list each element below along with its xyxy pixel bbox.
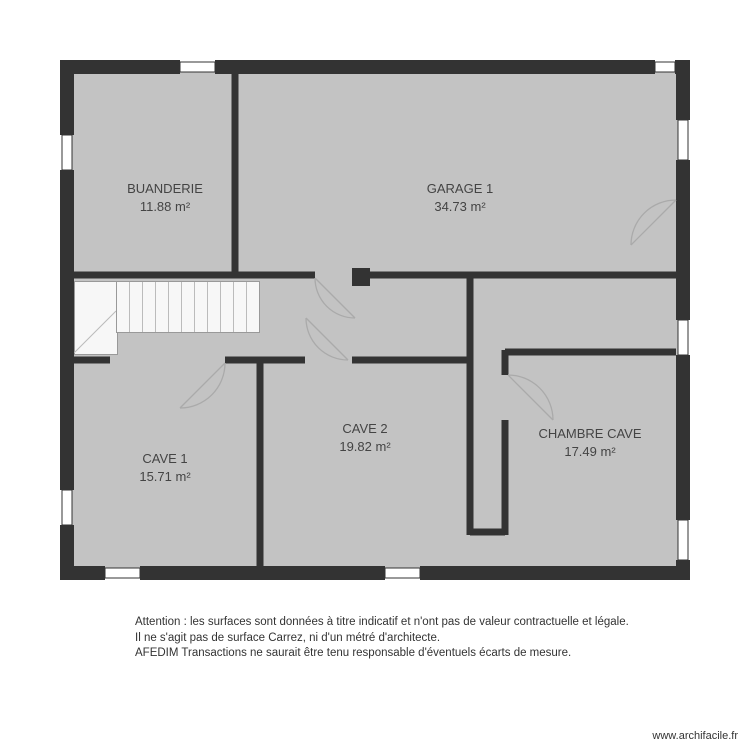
floorplan: BUANDERIE 11.88 m² GARAGE 1 34.73 m² CAV… [60, 60, 690, 580]
disclaimer: Attention : les surfaces sont données à … [135, 615, 695, 662]
credit: www.archifacile.fr [652, 730, 738, 742]
disclaimer-line: AFEDIM Transactions ne saurait être tenu… [135, 646, 695, 662]
disclaimer-line: Il ne s'agit pas de surface Carrez, ni d… [135, 631, 695, 647]
floorplan-canvas: BUANDERIE 11.88 m² GARAGE 1 34.73 m² CAV… [0, 0, 750, 750]
stair-diagonal [74, 281, 116, 353]
stair-run [116, 281, 260, 333]
disclaimer-line: Attention : les surfaces sont données à … [135, 615, 695, 631]
